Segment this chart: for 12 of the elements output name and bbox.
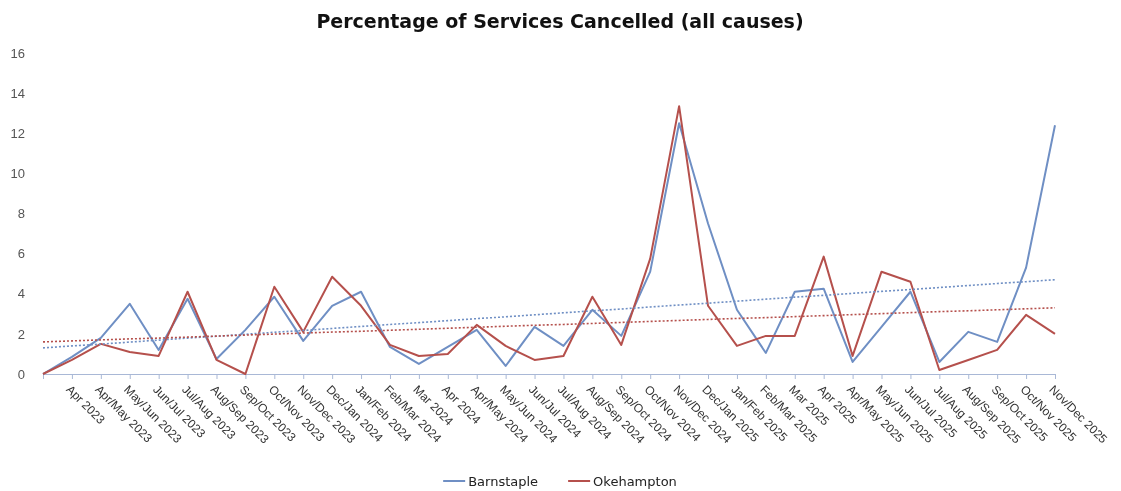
y-tick-label: 14 <box>10 85 25 101</box>
y-tick-label: 10 <box>10 166 25 182</box>
legend-label: Barnstaple <box>468 474 539 489</box>
y-tick-label: 4 <box>17 286 25 302</box>
y-tick-label: 0 <box>17 366 25 382</box>
y-tick-label: 16 <box>10 45 25 61</box>
y-tick-label: 8 <box>17 206 25 222</box>
legend-label: Okehampton <box>593 474 677 489</box>
chart-title: Percentage of Services Cancelled (all causes) <box>316 10 804 32</box>
y-tick-label: 6 <box>17 246 25 262</box>
y-tick-label: 2 <box>17 326 25 342</box>
y-tick-label: 12 <box>10 125 25 141</box>
